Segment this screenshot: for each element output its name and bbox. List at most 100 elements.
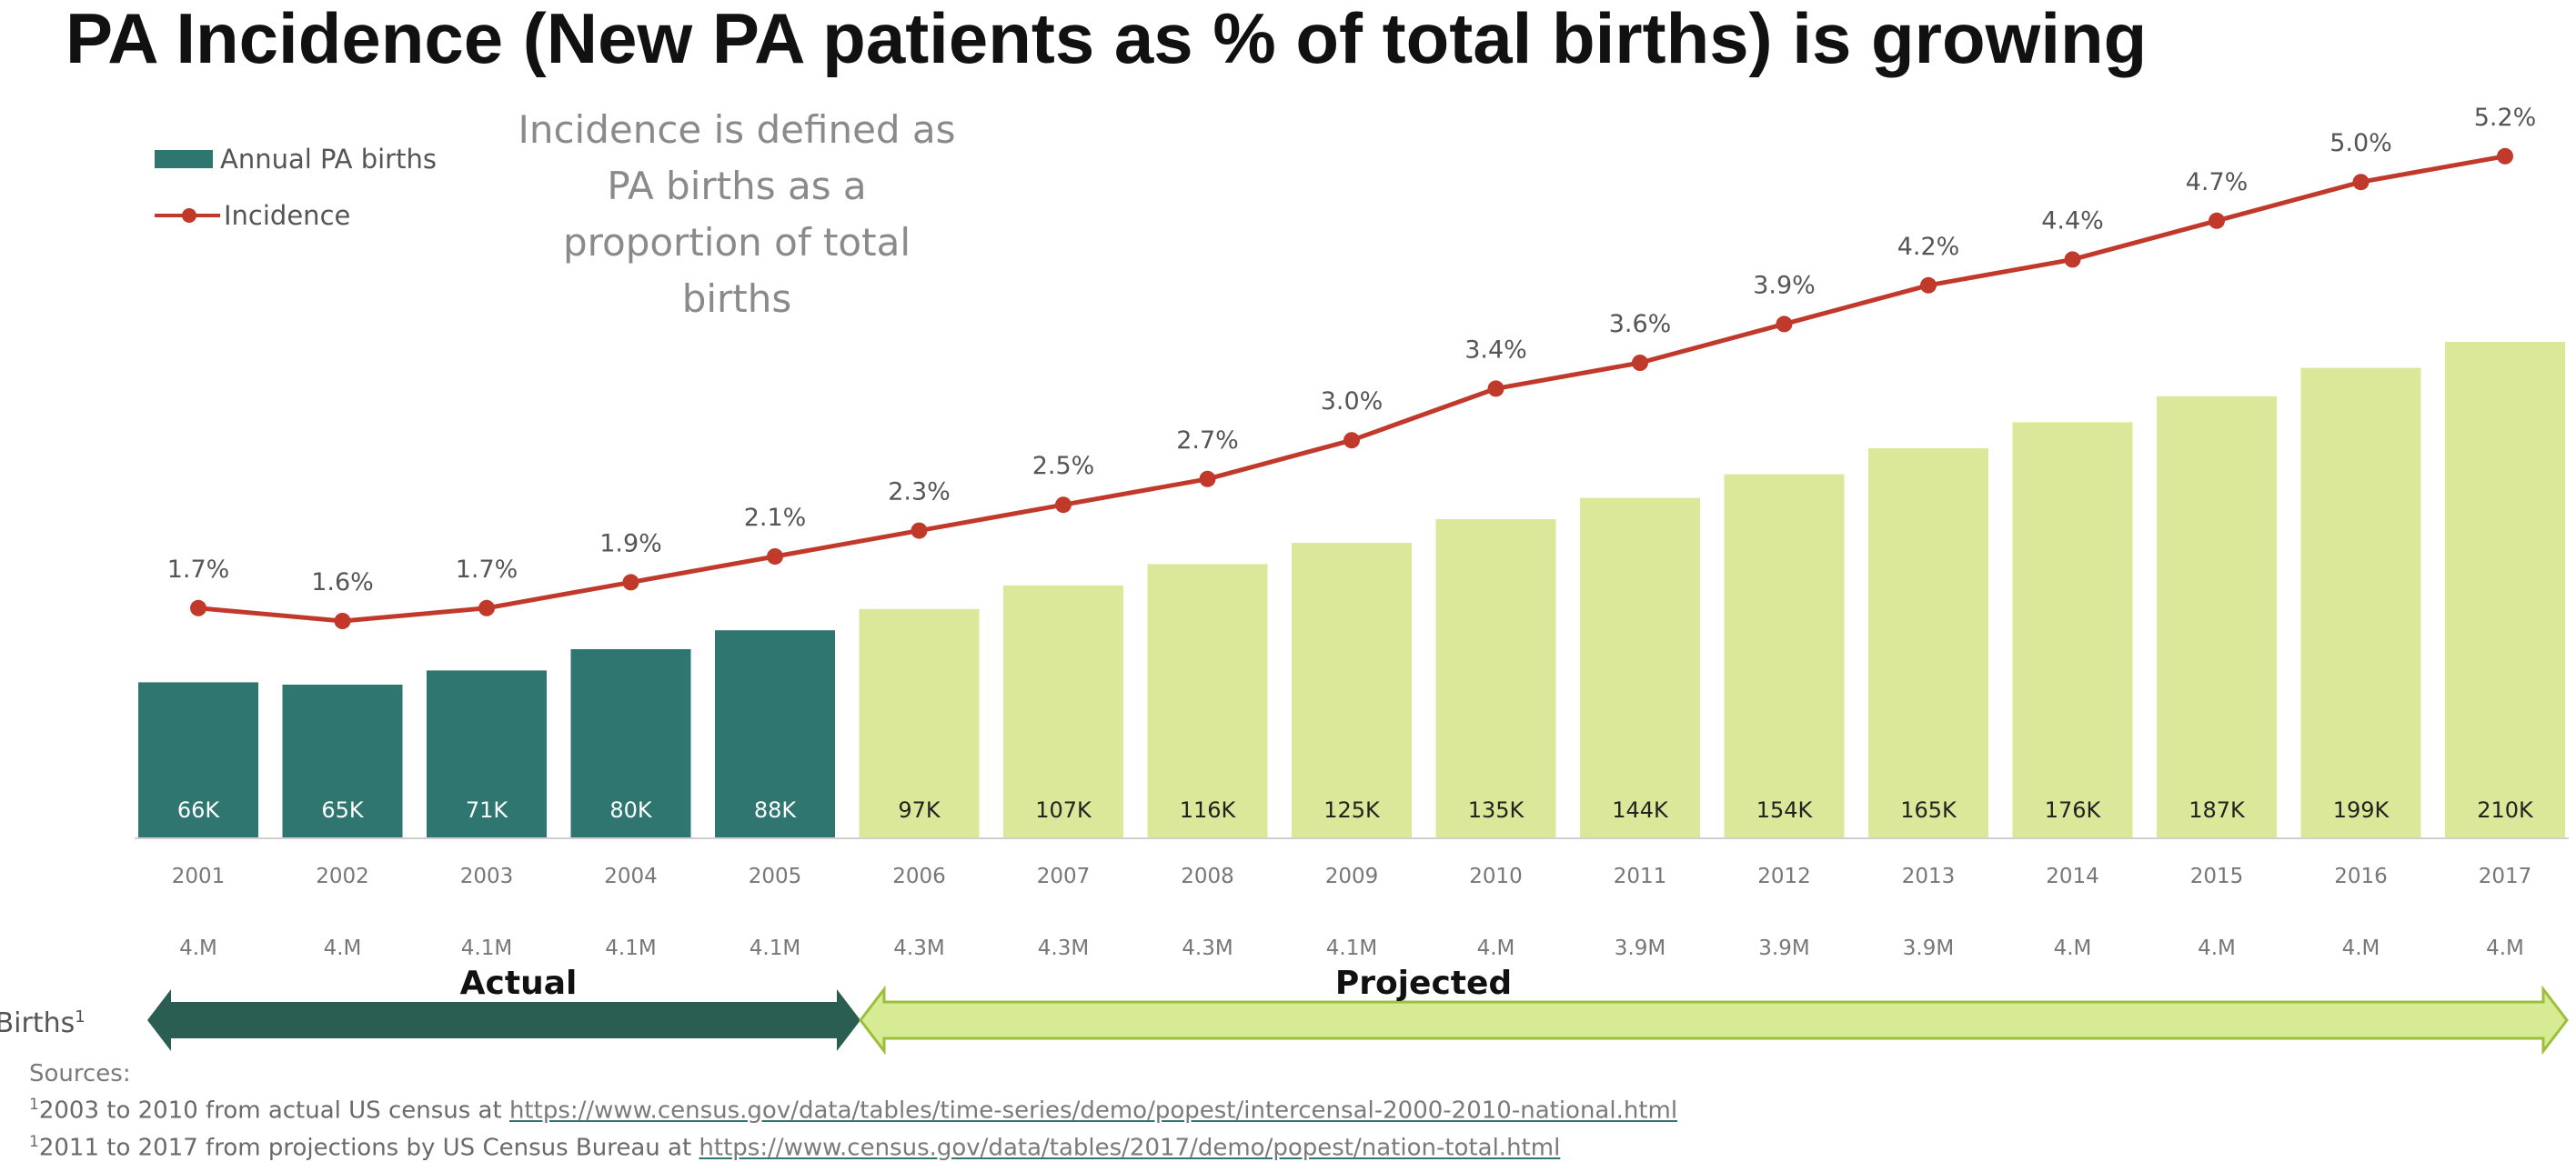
projected-period-label: Projected [1335,965,1512,1002]
incidence-point-2003 [478,599,495,616]
incidence-point-2002 [334,613,351,629]
actual-period-label: Actual [460,965,578,1002]
bar-label-2007: 107K [1035,797,1092,823]
incidence-point-2009 [1343,432,1360,449]
incidence-label-2012: 3.9% [1753,271,1816,299]
incidence-point-2004 [622,574,639,591]
incidence-point-2014 [2064,251,2081,268]
x-tick-2001: 2001 [172,865,226,888]
incidence-point-2006 [911,522,928,539]
x-tick-2005: 2005 [749,865,802,888]
bar-2011 [1580,497,1700,838]
chart-subtitle: Incidence is defined as PA births as a p… [518,107,956,321]
bar-2001 [138,682,258,838]
incidence-point-2013 [1920,276,1937,294]
total-births-2012: 3.9M [1758,937,1809,960]
x-tick-2009: 2009 [1325,865,1379,888]
bar-2016 [2300,367,2421,839]
x-tick-2016: 2016 [2334,865,2388,888]
total-births-2009: 4.1M [1326,937,1377,960]
bar-2002 [282,685,403,838]
incidence-point-2008 [1199,470,1216,487]
incidence-label-2015: 4.7% [2186,168,2249,196]
total-births-row-label: S Births1 [0,1007,86,1039]
x-tick-2002: 2002 [316,865,369,888]
bar-2017 [2445,342,2565,838]
total-births-2001: 4.M [179,937,217,960]
bar-2013 [1868,448,1988,838]
bar-2014 [2012,422,2133,838]
bar-2008 [1147,564,1268,838]
incidence-label-2011: 3.6% [1609,310,1672,338]
bar-label-2009: 125K [1323,797,1381,823]
legend-line-swatch [155,208,220,223]
bar-label-2004: 80K [609,797,653,823]
incidence-point-2007 [1055,496,1072,514]
actual-period-arrow [147,989,860,1051]
total-births-label-text: S Births [0,1007,75,1039]
incidence-label-2001: 1.7% [167,556,230,584]
bar-label-2001: 66K [177,797,221,823]
total-births-2006: 4.3M [893,937,944,960]
total-births-label-sup: 1 [75,1007,86,1027]
x-tick-2014: 2014 [2046,865,2099,888]
x-tick-2008: 2008 [1181,865,1234,888]
source-1-text: 2003 to 2010 from actual US census at [38,1097,509,1125]
bar-label-2005: 88K [754,797,798,823]
total-births-2016: 4.M [2342,937,2380,960]
incidence-point-2017 [2497,147,2513,165]
x-tick-2006: 2006 [892,865,946,888]
source-2-sup: 1 [29,1133,39,1151]
bar-2004 [570,649,691,838]
incidence-point-2005 [767,548,783,565]
incidence-label-2016: 5.0% [2329,129,2392,157]
source-1-link[interactable]: https://www.census.gov/data/tables/time-… [508,1097,1678,1125]
incidence-label-2002: 1.6% [311,568,374,596]
bar-2009 [1292,543,1412,838]
bar-2005 [715,630,835,838]
total-births-2003: 4.1M [461,937,512,960]
incidence-label-2004: 1.9% [599,529,662,557]
bar-label-2016: 199K [2333,797,2390,823]
incidence-point-2012 [1776,316,1793,333]
source-2-text: 2011 to 2017 from projections by US Cens… [38,1134,699,1162]
x-tick-2007: 2007 [1037,865,1091,888]
bar-label-2010: 135K [1468,797,1525,823]
bar-label-2014: 176K [2045,797,2102,823]
incidence-point-2016 [2352,174,2370,191]
total-births-2008: 4.3M [1182,937,1233,960]
legend-line-label: Incidence [224,200,351,231]
x-tick-2017: 2017 [2479,865,2532,888]
bar-2003 [427,670,547,838]
incidence-label-2008: 2.7% [1176,426,1239,455]
bar-2012 [1724,474,1845,838]
x-tick-2015: 2015 [2190,865,2244,888]
bar-label-2006: 97K [898,797,941,823]
total-births-2004: 4.1M [605,937,656,960]
total-births-2010: 4.M [1477,937,1515,960]
incidence-label-2009: 3.0% [1321,387,1384,416]
source-2-link[interactable]: https://www.census.gov/data/tables/2017/… [699,1134,1561,1162]
bar-2006 [859,608,980,838]
bar-label-2013: 165K [1900,797,1957,823]
bar-label-2015: 187K [2189,797,2246,823]
incidence-label-2003: 1.7% [456,556,518,584]
legend-bar-swatch [155,150,213,168]
total-births-2015: 4.M [2198,937,2236,960]
incidence-label-2013: 4.2% [1897,233,1960,261]
x-tick-2012: 2012 [1757,865,1811,888]
total-births-2014: 4.M [2054,937,2092,960]
total-births-2017: 4.M [2486,937,2524,960]
x-tick-2010: 2010 [1469,865,1523,888]
x-tick-2013: 2013 [1902,865,1956,888]
total-births-2005: 4.1M [750,937,800,960]
incidence-point-2015 [2209,212,2225,229]
sources-heading: Sources: [29,1060,131,1087]
legend-bars-label: Annual PA births [220,144,437,175]
total-births-2013: 3.9M [1903,937,1954,960]
bar-2007 [1003,585,1123,838]
legend-line-marker [182,208,196,223]
x-tick-2004: 2004 [604,865,658,888]
incidence-label-2005: 2.1% [744,504,807,532]
